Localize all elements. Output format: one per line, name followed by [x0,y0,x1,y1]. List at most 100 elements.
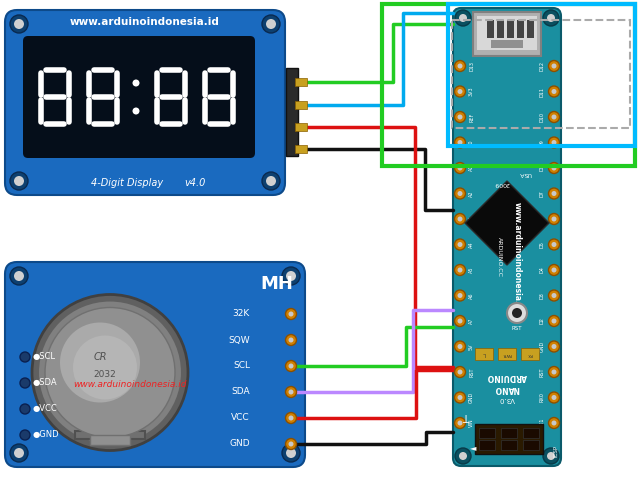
Text: A3: A3 [469,216,474,222]
Circle shape [454,417,465,428]
Circle shape [552,64,557,68]
Text: ●GND: ●GND [33,431,60,439]
Circle shape [458,318,463,324]
Circle shape [552,191,557,196]
Circle shape [548,188,559,199]
Circle shape [458,64,463,68]
Text: CR: CR [93,352,107,362]
Text: 3V3: 3V3 [469,87,474,96]
Text: D13: D13 [469,61,474,71]
Bar [448,4,635,146]
Circle shape [548,239,559,250]
Circle shape [73,336,137,400]
Text: D8: D8 [540,164,545,172]
Text: D7: D7 [540,190,545,197]
Polygon shape [465,181,549,265]
Circle shape [285,308,296,319]
FancyBboxPatch shape [5,262,305,467]
Circle shape [552,395,557,400]
Circle shape [454,367,465,378]
Bar [501,428,517,438]
Circle shape [543,448,559,464]
Circle shape [454,86,465,97]
Text: 32K: 32K [233,309,250,318]
Circle shape [454,264,465,275]
Circle shape [548,264,559,275]
Bar [487,20,494,38]
Bar [498,348,516,360]
Text: GND: GND [540,341,545,352]
Text: ARDUINO: ARDUINO [487,371,527,380]
Circle shape [552,165,557,171]
Circle shape [454,239,465,250]
Text: www.arduinoindonesia.id: www.arduinoindonesia.id [73,380,187,389]
Circle shape [285,438,296,449]
Bar [497,20,504,38]
Circle shape [548,417,559,428]
Circle shape [20,404,30,414]
Text: D10: D10 [540,112,545,122]
Circle shape [10,267,28,285]
Text: D5: D5 [540,241,545,248]
Text: 2032: 2032 [93,370,116,379]
Circle shape [454,188,465,199]
Text: 4-Digit Display: 4-Digit Display [91,178,163,188]
Circle shape [548,341,559,352]
Circle shape [454,214,465,225]
Bar [477,16,537,50]
Text: A2: A2 [469,190,474,197]
Circle shape [458,421,463,425]
Circle shape [289,390,294,394]
Text: A7: A7 [469,318,474,324]
Circle shape [458,395,463,400]
Circle shape [454,111,465,122]
Circle shape [458,242,463,247]
Text: 2009: 2009 [494,181,510,185]
Circle shape [45,307,175,437]
Circle shape [548,137,559,148]
Text: v4.0: v4.0 [184,178,205,188]
Text: D12: D12 [540,61,545,71]
Circle shape [20,352,30,362]
Bar [491,40,523,48]
Circle shape [552,140,557,145]
Circle shape [547,452,555,460]
Bar [75,431,145,438]
Text: RST: RST [512,326,522,330]
Circle shape [454,137,465,148]
Circle shape [38,301,182,445]
Circle shape [455,10,471,26]
Bar [501,440,517,450]
Text: D9: D9 [540,139,545,146]
Text: T: T [464,411,470,421]
Bar [475,348,493,360]
Circle shape [285,335,296,346]
Circle shape [282,444,300,462]
Circle shape [512,308,522,318]
Circle shape [14,176,24,186]
Circle shape [548,290,559,301]
Bar [479,428,495,438]
Circle shape [552,89,557,94]
Circle shape [289,363,294,369]
Circle shape [289,442,294,446]
Text: L: L [483,351,485,357]
Text: D2: D2 [540,317,545,325]
Circle shape [552,115,557,120]
Circle shape [459,452,467,460]
Text: RST: RST [469,367,474,377]
Circle shape [458,293,463,298]
Circle shape [548,86,559,97]
Circle shape [266,19,276,29]
Text: D6: D6 [540,216,545,222]
Circle shape [543,10,559,26]
Text: ●VCC: ●VCC [33,404,58,413]
Circle shape [286,271,296,281]
Bar [523,440,539,450]
Text: RST: RST [540,367,545,377]
Text: SQW: SQW [228,336,250,345]
Circle shape [14,19,24,29]
Circle shape [262,172,280,190]
Circle shape [548,315,559,326]
Bar [452,20,630,128]
